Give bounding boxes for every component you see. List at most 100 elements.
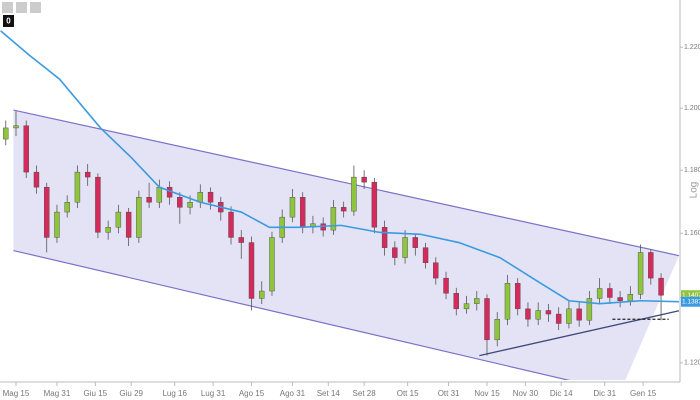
candle-body	[535, 310, 541, 320]
channel-fill	[13, 110, 679, 380]
x-tick-label: Mag 31	[44, 389, 71, 398]
candle-body	[504, 283, 511, 320]
candle-body	[54, 211, 60, 238]
x-tick-label: Ago 31	[280, 389, 306, 398]
candle-body	[392, 247, 398, 258]
candle-body	[545, 310, 552, 315]
candle-body	[371, 181, 378, 228]
moving-average	[0, 30, 679, 305]
candle-body	[105, 227, 111, 233]
candle-body	[248, 242, 255, 299]
candle-body	[136, 197, 142, 238]
candle-body	[74, 171, 81, 203]
candle-body	[402, 237, 408, 258]
candle-body	[515, 283, 521, 310]
trend-line	[479, 310, 680, 357]
x-tick-label: Gen 15	[630, 389, 657, 398]
x-tick-label: Set 28	[353, 389, 377, 398]
tool-button[interactable]	[16, 2, 27, 13]
candle-body	[453, 293, 459, 310]
y-tick-label: 1.1800	[684, 167, 700, 174]
candle-body	[351, 176, 357, 212]
candle-body	[576, 308, 582, 321]
x-tick-label: Lug 31	[201, 389, 226, 398]
candle-body	[586, 298, 593, 321]
candle-body	[115, 211, 122, 228]
x-tick-label: Nov 15	[474, 389, 500, 398]
candle-body	[617, 297, 623, 301]
candle-body	[637, 252, 644, 295]
candle-body	[607, 288, 613, 298]
x-tick-label: Mag 15	[3, 389, 30, 398]
x-tick-label: Ago 15	[239, 389, 265, 398]
candle-body	[33, 171, 40, 188]
candle-body	[330, 207, 337, 231]
candle-body	[84, 171, 91, 178]
x-tick-label: Nov 30	[513, 389, 539, 398]
candle-body	[44, 186, 50, 238]
candle-body	[299, 197, 306, 228]
channel-upper	[13, 109, 680, 257]
candle-body	[269, 237, 275, 292]
badge[interactable]	[3, 15, 14, 27]
x-tick-label: Dic 31	[593, 389, 616, 398]
candle-body	[13, 125, 19, 129]
candle-body	[177, 197, 183, 208]
price-tag	[681, 290, 700, 301]
x-tick-label: Giu 29	[119, 389, 143, 398]
candle-body	[443, 277, 449, 294]
y-tick-label: 1.2200	[684, 44, 700, 51]
y-tick-label: 1.1200	[684, 360, 700, 367]
x-tick-label: Set 14	[317, 389, 341, 398]
candle-body	[259, 290, 265, 299]
x-tick-label: Dic 14	[550, 389, 573, 398]
candle-body	[648, 252, 654, 279]
candle-body	[433, 262, 439, 279]
price-tag-label: 1.1387	[682, 298, 700, 305]
candle-body	[525, 308, 531, 320]
channel-lower	[13, 249, 571, 380]
price-tag	[681, 296, 700, 307]
plot-area	[0, 30, 680, 380]
candle-body	[197, 191, 204, 203]
badge-text: 0	[6, 17, 11, 26]
candle-body	[658, 277, 664, 296]
candle-body	[596, 288, 603, 299]
candle-body	[207, 191, 214, 203]
candle-body	[340, 207, 347, 212]
tool-button[interactable]	[2, 2, 13, 13]
candle-body	[474, 298, 480, 304]
candle-body	[95, 176, 101, 233]
candle-body	[156, 186, 163, 203]
candle-body	[23, 125, 29, 173]
candle-body	[463, 303, 470, 310]
candle-body	[3, 127, 9, 140]
x-tick-label: Giu 15	[84, 389, 108, 398]
candle-body	[484, 298, 490, 341]
candle-body	[412, 237, 419, 248]
y-tick-label: 1.1600	[684, 230, 700, 237]
candle-body	[187, 202, 193, 208]
candle-body	[381, 227, 388, 248]
candle-body	[125, 211, 132, 238]
toolbar: 0	[2, 2, 41, 27]
candle-body	[238, 237, 244, 243]
x-tick-label: Lug 16	[162, 389, 187, 398]
candle-body	[422, 247, 429, 263]
candle-body	[566, 308, 572, 324]
candle-body	[361, 176, 367, 183]
candle-body	[555, 313, 562, 324]
y-axis-label: Log	[689, 182, 700, 199]
candle-body	[627, 294, 634, 301]
price-tag-label: 1.1407	[682, 292, 700, 299]
tool-button[interactable]	[30, 2, 41, 13]
x-tick-label: Ott 31	[438, 389, 460, 398]
candle-body	[494, 319, 500, 341]
candle-body	[64, 202, 70, 213]
x-tick-label: Ott 15	[397, 389, 419, 398]
candle-body	[289, 197, 296, 218]
candle-body	[228, 211, 234, 238]
y-tick-label: 1.2000	[684, 105, 700, 112]
candle-body	[146, 197, 152, 203]
